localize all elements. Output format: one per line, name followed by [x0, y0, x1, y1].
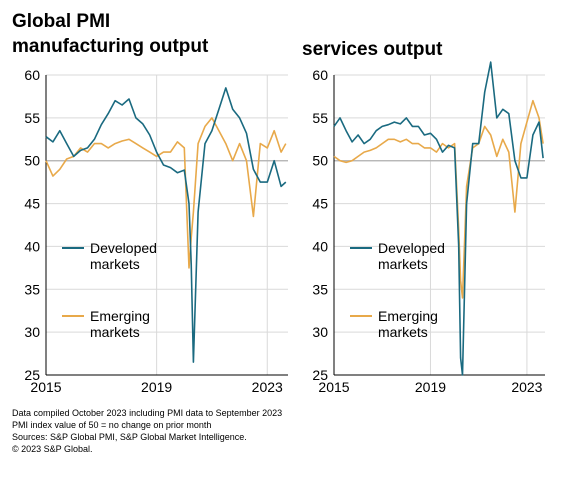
chart2-legend-label-0-line2: markets: [378, 256, 428, 272]
chart2-y-tick-label-55: 55: [312, 110, 328, 126]
chart2-y-tick-label-40: 40: [312, 238, 328, 254]
footnote-pmi-index: PMI index value of 50 = no change on pri…: [12, 420, 212, 430]
chart2-y-tick-label-45: 45: [312, 196, 328, 212]
chart2-developed-markets-line: [333, 61, 544, 376]
chart1-legend-label-1-line2: markets: [90, 324, 140, 340]
chart1-y-tick-label-50: 50: [24, 153, 40, 169]
chart1-x-tick-label-2019: 2019: [141, 379, 172, 395]
chart1-emerging-markets-line: [45, 117, 287, 269]
chart-title-left-line2: manufacturing output: [12, 36, 209, 57]
chart2-y-tick-label-25: 25: [312, 367, 328, 383]
chart1-x-tick-label-2023: 2023: [252, 379, 283, 395]
chart-title-right: services output: [302, 39, 443, 60]
chart1-legend-label-0-line2: markets: [90, 256, 140, 272]
chart1-y-tick-label-40: 40: [24, 238, 40, 254]
footnote-copyright: © 2023 S&P Global.: [12, 444, 93, 454]
chart2-x-tick-label-2015: 2015: [318, 379, 349, 395]
chart2-legend-label-1-line2: markets: [378, 324, 428, 340]
chart2-legend-label-1-line1: Emerging: [378, 308, 438, 324]
footnote-sources: Sources: S&P Global PMI, S&P Global Mark…: [12, 432, 247, 442]
chart1-y-tick-label-25: 25: [24, 367, 40, 383]
chart1-y-tick-label-45: 45: [24, 196, 40, 212]
chart2-y-tick-label-35: 35: [312, 281, 328, 297]
chart2-y-tick-label-50: 50: [312, 153, 328, 169]
chart2-legend-label-0-line1: Developed: [378, 240, 445, 256]
chart1-legend-label-0-line1: Developed: [90, 240, 157, 256]
chart2-x-tick-label-2019: 2019: [415, 379, 446, 395]
chart1-y-tick-label-60: 60: [24, 67, 40, 83]
chart1-y-tick-label-35: 35: [24, 281, 40, 297]
chart-title-left-line1: Global PMI: [12, 11, 111, 32]
chart1-y-tick-label-30: 30: [24, 324, 40, 340]
chart1-legend-label-1-line1: Emerging: [90, 308, 150, 324]
chart2-emerging-markets-line: [333, 99, 544, 299]
chart2-y-tick-label-60: 60: [312, 67, 328, 83]
chart2-y-tick-label-30: 30: [312, 324, 328, 340]
chart1-x-tick-label-2015: 2015: [30, 379, 61, 395]
footnote-data-compiled: Data compiled October 2023 including PMI…: [12, 408, 283, 418]
chart1-developed-markets-line: [45, 87, 287, 363]
chart2-x-tick-label-2023: 2023: [511, 379, 542, 395]
chart1-y-tick-label-55: 55: [24, 110, 40, 126]
